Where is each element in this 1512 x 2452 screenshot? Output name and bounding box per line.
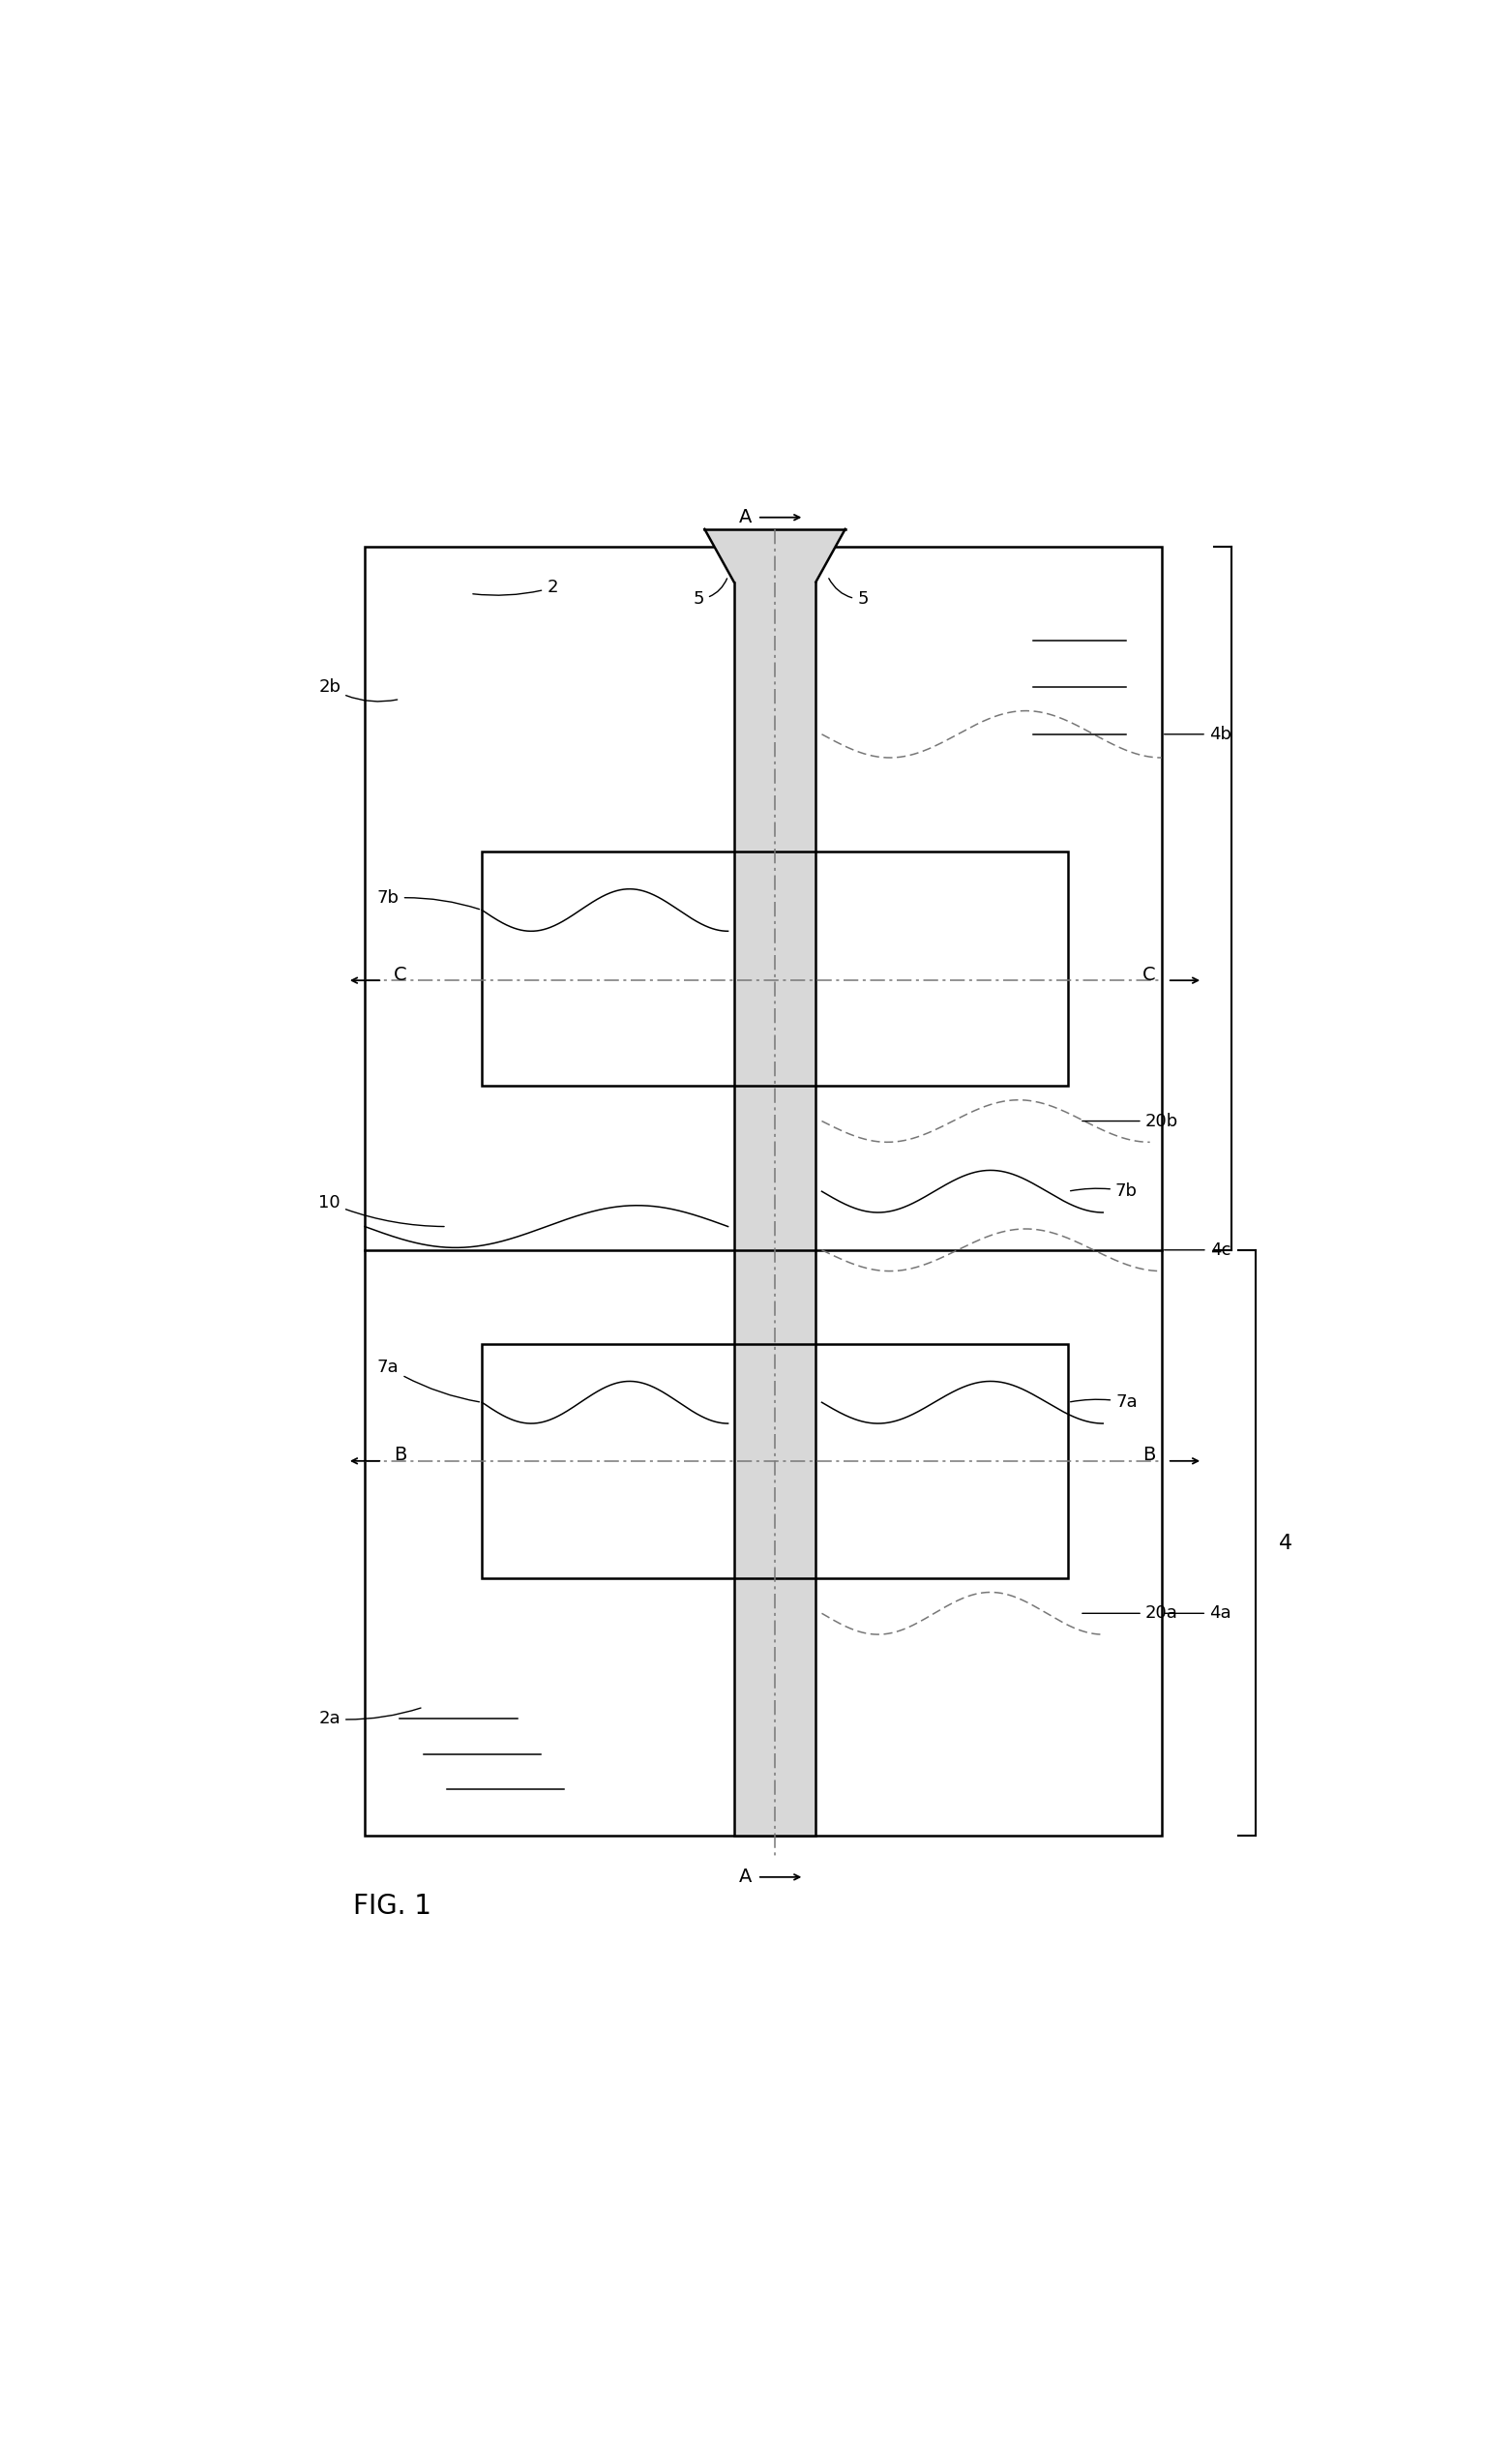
Text: B: B <box>1143 1447 1155 1464</box>
Text: 2b: 2b <box>319 679 398 701</box>
Text: 7a: 7a <box>378 1358 479 1403</box>
Bar <box>482 851 1067 1086</box>
Text: FIG. 1: FIG. 1 <box>354 1893 431 1920</box>
Text: 4: 4 <box>1279 1532 1293 1552</box>
Bar <box>364 547 1161 1837</box>
Text: 20b: 20b <box>1083 1113 1178 1130</box>
Text: 4a: 4a <box>1164 1604 1231 1623</box>
Text: 7a: 7a <box>1070 1393 1137 1410</box>
Text: C: C <box>1143 966 1155 983</box>
Text: A: A <box>739 1868 751 1886</box>
Bar <box>733 547 816 1837</box>
Text: 4c: 4c <box>1164 1241 1231 1258</box>
Text: 2: 2 <box>473 579 558 596</box>
Text: B: B <box>395 1447 407 1464</box>
Text: 5: 5 <box>829 579 868 608</box>
Text: 10: 10 <box>319 1194 445 1226</box>
Text: 7b: 7b <box>376 890 479 910</box>
Text: A: A <box>739 508 751 527</box>
Text: 4b: 4b <box>1164 726 1231 743</box>
Bar <box>482 1344 1067 1579</box>
Text: 20a: 20a <box>1083 1604 1178 1623</box>
Polygon shape <box>705 530 845 581</box>
Text: 7b: 7b <box>1070 1182 1137 1199</box>
Text: 2a: 2a <box>319 1709 420 1729</box>
Text: 5: 5 <box>692 579 727 608</box>
Text: C: C <box>395 966 407 983</box>
